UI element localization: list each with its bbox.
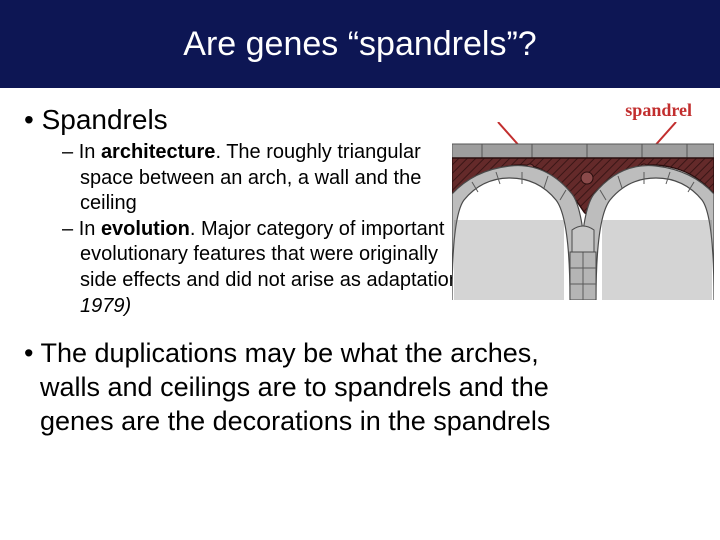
sub2-bold: evolution [101, 218, 190, 240]
spandrel-illustration: spandrel [452, 100, 714, 300]
bullet-duplications: The duplications may be what the arches,… [24, 337, 696, 438]
bullet2-line2: walls and ceilings are to spandrels and … [40, 371, 696, 405]
spandrel-label: spandrel [625, 100, 692, 121]
bullet2-line3: genes are the decorations in the spandre… [40, 405, 696, 439]
sub1-prefix: In [79, 141, 101, 163]
sub2-cont: side effects and did not arise as adapta… [80, 269, 475, 291]
sub-evolution-narrow: In evolution. Major category of importan… [24, 217, 454, 268]
bullet-spandrels-text: Spandrels [42, 104, 168, 135]
sub1-bold: architecture [101, 141, 216, 163]
bullet2-line1: The duplications may be what the arches, [40, 337, 696, 371]
sub-architecture-line: In architecture. The roughly triangular … [62, 140, 454, 217]
slide-title-band: Are genes “spandrels”? [0, 0, 720, 88]
arches-svg [452, 122, 714, 300]
sub2-prefix: In [79, 218, 101, 240]
slide-title: Are genes “spandrels”? [183, 25, 536, 64]
sub-architecture: In architecture. The roughly triangular … [24, 140, 454, 217]
sub-evolution-line: In evolution. Major category of importan… [62, 217, 454, 268]
